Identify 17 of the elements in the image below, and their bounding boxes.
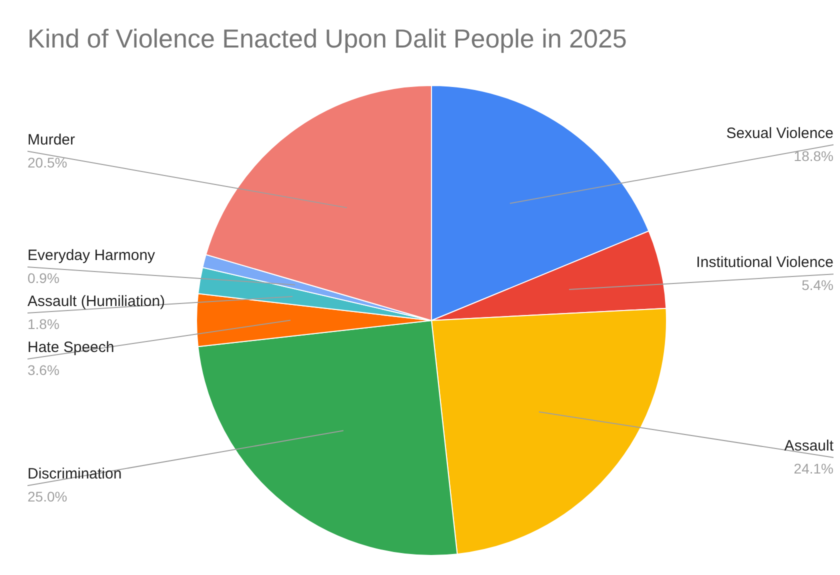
data-label: 20.5% [28, 154, 68, 170]
slice-label: Hate Speech [28, 338, 114, 356]
slice-label: Sexual Violence [726, 124, 834, 142]
data-label: 0.9% [28, 270, 60, 286]
data-label: 1.8% [28, 316, 60, 332]
slice-label: Everyday Harmony [28, 246, 156, 264]
data-label: 24.1% [794, 460, 834, 476]
slice-label: Assault [784, 437, 834, 454]
slice-label: Institutional Violence [696, 254, 834, 272]
slice-label: Murder [28, 131, 76, 148]
data-label: 3.6% [28, 362, 60, 378]
data-label: 5.4% [802, 277, 834, 294]
slice-label: Assault (Humiliation) [28, 292, 166, 310]
data-label: 25.0% [28, 488, 68, 505]
chart-title: Kind of Violence Enacted Upon Dalit People in 2025 [28, 24, 627, 54]
slice-label: Discrimination [28, 466, 122, 483]
data-label: 18.8% [794, 148, 834, 164]
